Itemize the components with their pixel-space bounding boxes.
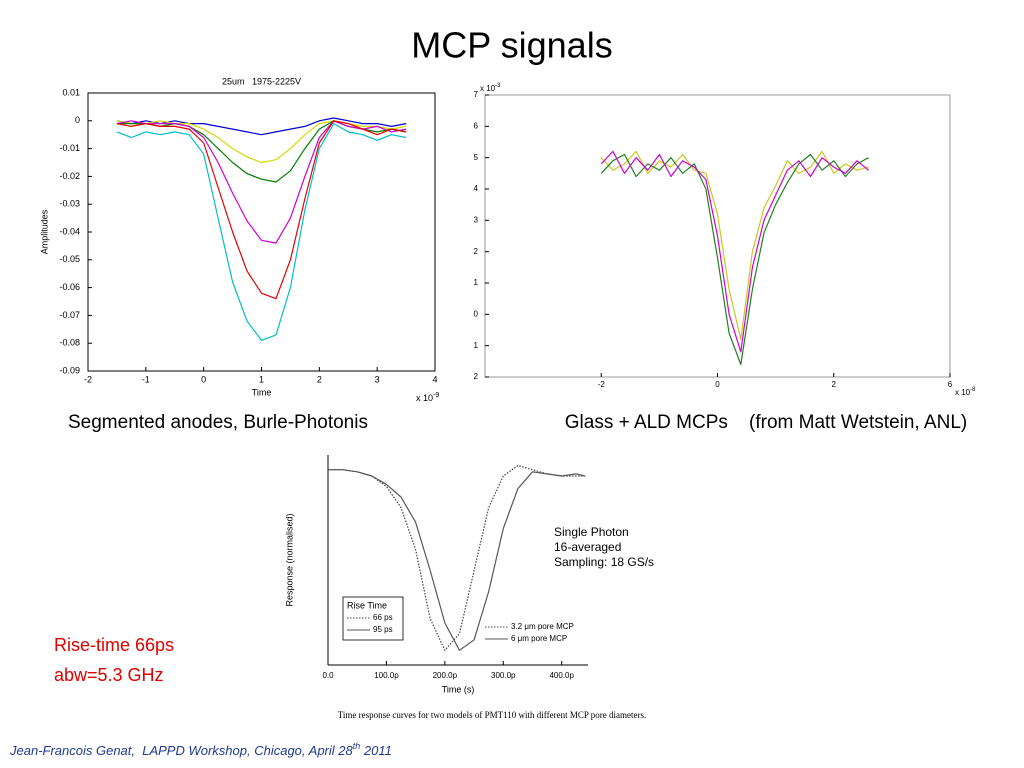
annotation: Single Photon <box>554 525 629 539</box>
y-tick-label: -0.01 <box>59 143 80 153</box>
figure-caption: Time response curves for two models of P… <box>338 710 647 720</box>
y-tick-label: 4 <box>474 184 479 193</box>
series-line <box>116 120 407 244</box>
x-tick-label: 200.0p <box>433 671 458 680</box>
legend-title: Rise Time <box>347 600 387 610</box>
series-line <box>600 153 869 366</box>
y-tick-label: -0.08 <box>59 338 80 348</box>
x-axis-label: Time <box>252 387 272 397</box>
axis-offset-label: x 10-9 <box>416 392 439 404</box>
legend-entry: 6 μm pore MCP <box>511 634 567 643</box>
series-line <box>116 117 407 136</box>
series-line <box>116 120 407 164</box>
note-line: abw=5.3 GHz <box>54 665 164 685</box>
y-tick-label: -0.07 <box>59 310 80 320</box>
caption-left: Segmented anodes, Burle-Photonis <box>68 412 368 433</box>
y-tick-label: -0.05 <box>59 254 80 264</box>
x-tick-label: 2 <box>832 380 837 389</box>
series-line <box>116 120 407 300</box>
x-tick-label: -2 <box>598 380 606 389</box>
chart-title: 25um 1975-2225V <box>222 76 301 86</box>
y-tick-label: 5 <box>474 153 479 162</box>
annotation: Sampling: 18 GS/s <box>554 555 654 569</box>
offset-exponent: -3 <box>495 83 501 89</box>
legend-entry: 3.2 μm pore MCP <box>511 622 574 631</box>
x-tick-label: -2 <box>84 374 92 384</box>
y-tick-label: -0.03 <box>59 199 80 209</box>
x-tick-label: 300.0p <box>491 671 516 680</box>
series-line <box>600 150 869 353</box>
y-tick-label: 0.01 <box>62 87 80 97</box>
y-tick-label: -0.04 <box>59 226 80 236</box>
legend-rise-time: 66 ps <box>373 613 393 622</box>
y-tick-label: 3 <box>474 215 479 224</box>
x-tick-label: 3 <box>375 374 380 384</box>
x-tick-label: 4 <box>432 374 437 384</box>
annotation: 16-averaged <box>554 540 621 554</box>
y-tick-label: -0.09 <box>59 365 80 375</box>
y-axis-label: Amplitudes <box>39 209 49 254</box>
offset-exponent: -8 <box>970 387 976 393</box>
axis-offset-label: x 10-3 <box>480 83 501 94</box>
series-line <box>600 150 869 340</box>
axis-offset-label: x 10-8 <box>955 387 976 398</box>
offset-base: x 10 <box>955 388 971 397</box>
series-line <box>116 123 407 341</box>
x-tick-label: 0.0 <box>322 671 334 680</box>
legend-rise-time: 95 ps <box>373 625 393 634</box>
x-tick-label: 0 <box>201 374 206 384</box>
y-tick-label: 1 <box>474 278 479 287</box>
x-tick-label: 2 <box>317 374 322 384</box>
x-tick-label: 400.0p <box>549 671 574 680</box>
x-tick-label: -1 <box>142 374 150 384</box>
x-axis-label: Time (s) <box>442 684 475 694</box>
y-tick-label: 2 <box>474 372 479 381</box>
x-tick-label: 6 <box>948 380 953 389</box>
offset-base: x 10 <box>416 393 433 403</box>
plot-area <box>88 93 435 371</box>
footer-text: Jean-Francois Genat, LAPPD Workshop, Chi… <box>9 743 353 758</box>
x-tick-label: 0 <box>715 380 720 389</box>
offset-exponent: -9 <box>433 392 439 399</box>
x-tick-label: 100.0p <box>374 671 399 680</box>
slide-title: MCP signals <box>411 25 612 66</box>
y-tick-label: 1 <box>474 341 479 350</box>
y-tick-label: 7 <box>474 90 479 99</box>
caption-right: Glass + ALD MCPs (from Matt Wetstein, AN… <box>565 412 967 433</box>
y-tick-label: 0 <box>75 115 80 125</box>
offset-base: x 10 <box>480 84 496 93</box>
y-axis-label: Response (normalised) <box>284 513 294 606</box>
y-tick-label: 0 <box>474 309 479 318</box>
y-tick-label: 2 <box>474 247 479 256</box>
footer-tail: 2011 <box>360 743 392 758</box>
footer: Jean-Francois Genat, LAPPD Workshop, Chi… <box>9 741 392 758</box>
y-tick-label: -0.06 <box>59 282 80 292</box>
x-tick-label: 1 <box>259 374 264 384</box>
y-tick-label: 6 <box>474 121 479 130</box>
y-tick-label: -0.02 <box>59 171 80 181</box>
series-line <box>328 469 586 651</box>
footer-superscript: th <box>353 741 361 751</box>
note-line: Rise-time 66ps <box>54 635 174 655</box>
